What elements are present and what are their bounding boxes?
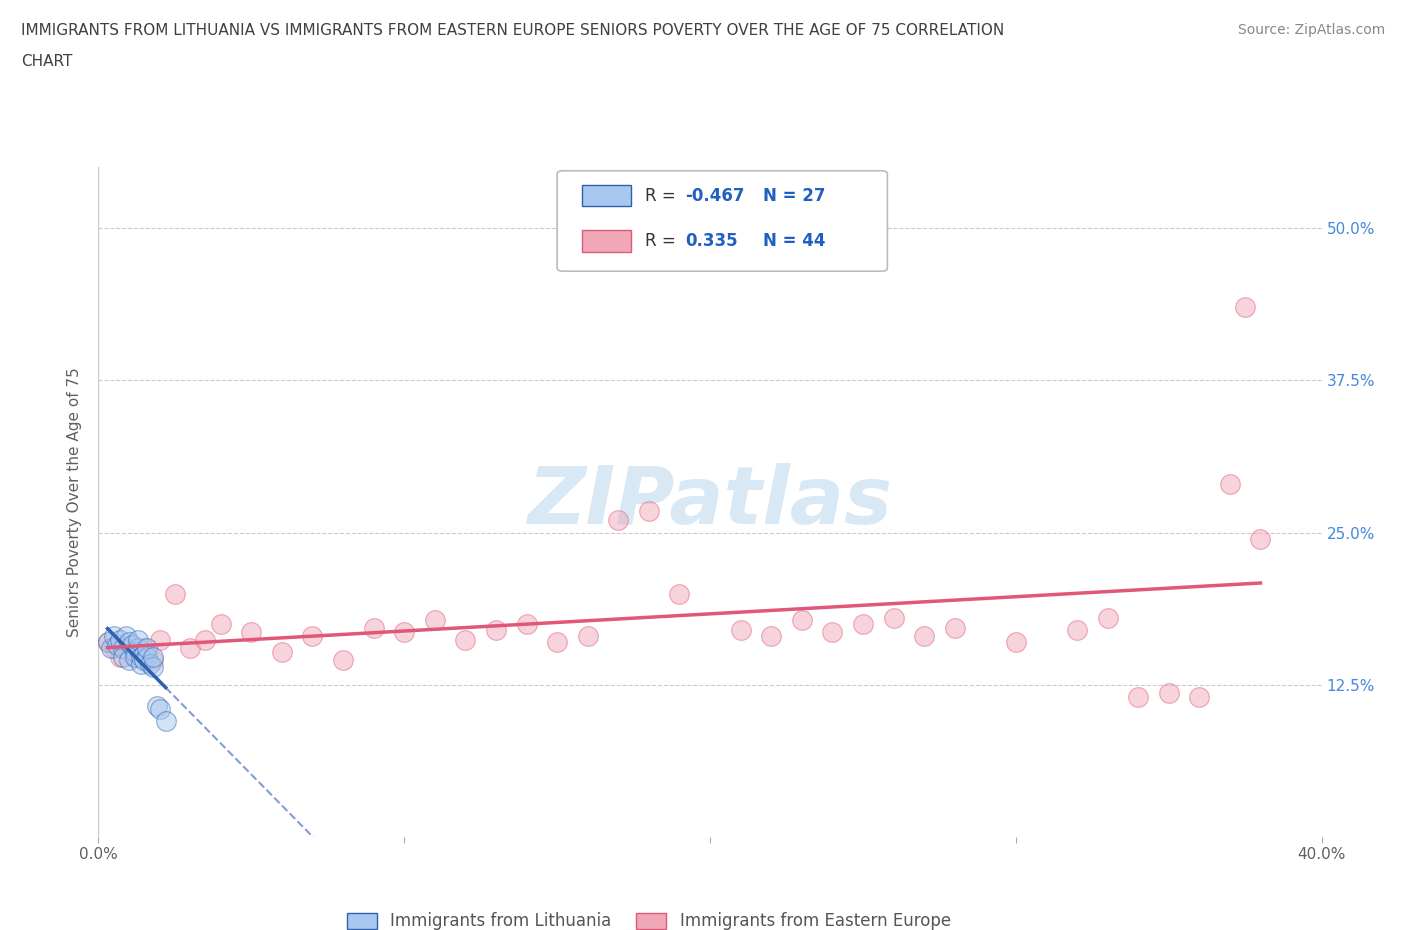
Point: [454, 632, 477, 647]
Point: [1219, 476, 1241, 491]
Point: [111, 649, 134, 664]
Point: [118, 644, 141, 659]
Point: [1097, 610, 1119, 625]
Point: [127, 641, 149, 656]
Point: [1004, 635, 1026, 650]
Point: [103, 641, 125, 656]
Text: IMMIGRANTS FROM LITHUANIA VS IMMIGRANTS FROM EASTERN EUROPE SENIORS POVERTY OVER: IMMIGRANTS FROM LITHUANIA VS IMMIGRANTS …: [21, 23, 1004, 38]
Text: N = 44: N = 44: [762, 232, 825, 250]
Point: [163, 586, 186, 601]
Point: [142, 659, 165, 674]
Point: [576, 629, 599, 644]
Point: [1234, 300, 1257, 315]
Text: 0.335: 0.335: [686, 232, 738, 250]
Point: [668, 586, 690, 601]
Point: [139, 657, 162, 671]
Point: [129, 657, 152, 671]
Point: [637, 503, 661, 518]
Text: Source: ZipAtlas.com: Source: ZipAtlas.com: [1237, 23, 1385, 37]
Text: ZIPatlas: ZIPatlas: [527, 463, 893, 541]
Point: [134, 653, 156, 668]
Point: [912, 629, 935, 644]
Point: [118, 635, 141, 650]
Bar: [582, 231, 630, 252]
Point: [363, 620, 385, 635]
Text: R =: R =: [645, 187, 681, 205]
Point: [821, 625, 844, 640]
Bar: [582, 185, 630, 206]
Point: [883, 610, 905, 625]
Point: [127, 632, 149, 647]
Point: [149, 702, 172, 717]
Text: R =: R =: [645, 232, 686, 250]
Legend: Immigrants from Lithuania, Immigrants from Eastern Europe: Immigrants from Lithuania, Immigrants fr…: [340, 906, 957, 930]
Y-axis label: Seniors Poverty Over the Age of 75: Seniors Poverty Over the Age of 75: [67, 367, 83, 637]
Point: [155, 714, 177, 729]
Point: [194, 632, 217, 647]
Point: [607, 513, 630, 528]
Point: [145, 698, 167, 713]
Point: [392, 625, 416, 640]
Point: [124, 649, 146, 664]
Point: [790, 613, 813, 628]
Text: CHART: CHART: [21, 54, 73, 69]
Text: -0.467: -0.467: [686, 187, 745, 205]
Point: [136, 641, 159, 656]
Point: [97, 635, 120, 650]
Point: [759, 629, 782, 644]
Point: [240, 625, 263, 640]
Point: [852, 617, 875, 631]
Point: [115, 629, 138, 644]
Point: [332, 653, 354, 668]
Point: [134, 647, 156, 662]
Text: N = 27: N = 27: [762, 187, 825, 205]
Point: [136, 649, 159, 664]
Point: [1066, 622, 1088, 637]
Point: [423, 613, 446, 628]
Point: [118, 653, 141, 668]
FancyBboxPatch shape: [557, 171, 887, 272]
Point: [103, 629, 125, 644]
Point: [100, 641, 122, 656]
Point: [129, 649, 152, 664]
Point: [1128, 689, 1150, 704]
Point: [111, 641, 134, 656]
Point: [108, 632, 131, 647]
Point: [134, 641, 156, 656]
Point: [1157, 686, 1180, 701]
Point: [516, 617, 538, 631]
Point: [105, 637, 128, 652]
Point: [142, 649, 165, 664]
Point: [209, 617, 232, 631]
Point: [124, 644, 146, 659]
Point: [121, 637, 143, 652]
Point: [1249, 531, 1271, 546]
Point: [546, 635, 568, 650]
Point: [1188, 689, 1211, 704]
Point: [97, 635, 120, 650]
Point: [179, 641, 201, 656]
Point: [730, 622, 752, 637]
Point: [149, 632, 172, 647]
Point: [485, 622, 508, 637]
Point: [108, 649, 131, 664]
Point: [270, 644, 292, 659]
Point: [142, 653, 165, 668]
Point: [301, 629, 323, 644]
Point: [124, 649, 146, 664]
Point: [943, 620, 966, 635]
